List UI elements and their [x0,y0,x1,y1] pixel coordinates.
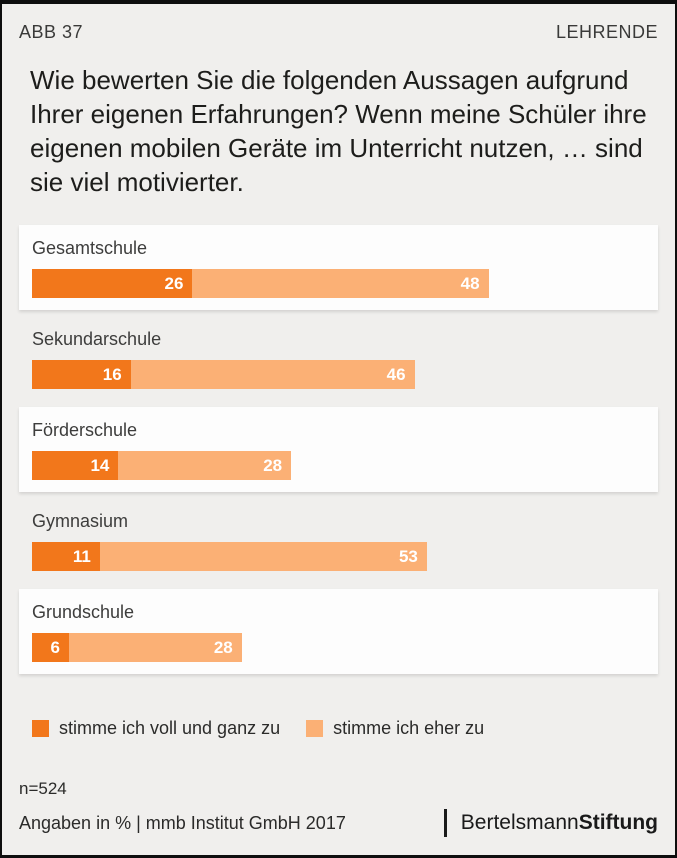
bar-track: 11 53 [32,542,649,571]
sample-size: n=524 [19,779,67,798]
bar-segment-voll-und-ganz: 6 [32,633,70,662]
legend-item-eher: stimme ich eher zu [306,718,484,739]
legend-swatch-dark-orange [32,720,49,737]
logo-text: BertelsmannStiftung [460,811,658,834]
figure-page: ABB 37 LEHRENDE Wie bewerten Sie die fol… [2,4,675,837]
bar-segment-voll-und-ganz: 11 [32,542,100,571]
chart-row: Gymnasium 11 53 [19,498,658,583]
row-label: Gymnasium [32,511,129,531]
bar-track: 26 48 [32,269,649,298]
bar-track: 14 28 [32,451,649,480]
bertelsmann-stiftung-logo: BertelsmannStiftung [443,809,658,837]
row-label: Förderschule [32,420,138,440]
figure-header: ABB 37 LEHRENDE [19,4,658,43]
legend-item-voll-und-ganz: stimme ich voll und ganz zu [32,718,280,739]
chart-row: Gesamtschule 26 48 [19,225,658,310]
row-label: Sekundarschule [32,329,162,349]
legend-label: stimme ich eher zu [333,718,485,738]
chart-row: Grundschule 6 28 [19,589,658,674]
figure-number: ABB 37 [19,22,84,42]
figure-footer: Angaben in % | mmb Institut GmbH 2017 Be… [19,809,658,837]
row-label: Gesamtschule [32,238,148,258]
bar-segment-voll-und-ganz: 16 [32,360,131,389]
legend-label: stimme ich voll und ganz zu [59,718,281,738]
legend: stimme ich voll und ganz zu stimme ich e… [32,718,658,739]
chart-title: Wie bewerten Sie die folgenden Aussagen … [30,65,647,197]
row-label: Grundschule [32,602,135,622]
bar-segment-eher: 53 [99,542,427,571]
chart-row: Sekundarschule 16 46 [19,316,658,401]
bar-segment-eher: 48 [192,269,489,298]
bar-segment-eher: 28 [118,451,292,480]
audience-label: LEHRENDE [555,22,658,42]
bar-segment-eher: 28 [69,633,242,662]
bar-chart: Gesamtschule 26 48 Sekundarschule 16 46 … [19,225,658,674]
bar-segment-eher: 46 [130,360,415,389]
bar-track: 6 28 [32,633,649,662]
bar-track: 16 46 [32,360,649,389]
source-note: Angaben in % | mmb Institut GmbH 2017 [19,812,346,833]
bar-segment-voll-und-ganz: 26 [32,269,193,298]
bar-segment-voll-und-ganz: 14 [32,451,119,480]
legend-swatch-light-orange [306,720,324,737]
logo-divider-bar [443,809,447,837]
chart-row: Förderschule 14 28 [19,407,658,492]
